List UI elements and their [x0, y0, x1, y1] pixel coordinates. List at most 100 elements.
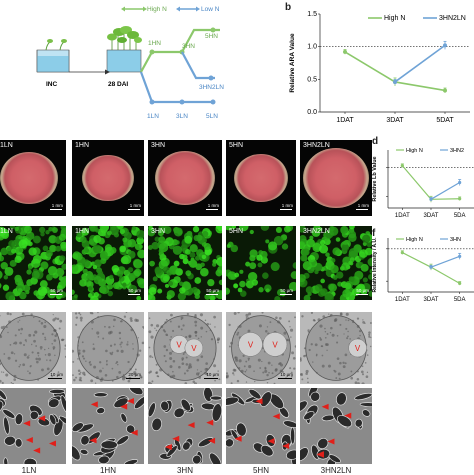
bacteroid [14, 413, 24, 426]
organelle [150, 335, 154, 339]
organelle [10, 382, 13, 384]
cell-signal [301, 249, 308, 256]
organelle [139, 375, 143, 379]
bacteroid [2, 409, 16, 419]
cell-signal [204, 248, 212, 256]
organelle [106, 359, 108, 362]
scale-text: 50 μm [50, 288, 63, 293]
organelle [159, 368, 163, 372]
x-tick-label: 5DAT [436, 117, 454, 124]
organelle [99, 378, 103, 382]
organelle [167, 373, 170, 376]
cell-signal [335, 237, 341, 242]
organelle [104, 325, 106, 328]
organelle [166, 334, 169, 337]
cell-signal [328, 283, 337, 292]
data-point [458, 180, 462, 185]
scale-bar [50, 209, 62, 210]
fluorescence-label: 3HN [151, 228, 166, 235]
organelle [141, 341, 144, 345]
organelle [0, 362, 2, 366]
organelle [347, 319, 350, 322]
organelle [290, 336, 292, 338]
scale-text: 1 mm [281, 203, 293, 208]
bacteroid [308, 388, 319, 398]
cell-signal [274, 296, 281, 300]
cell-signal [58, 233, 66, 241]
organelle [129, 325, 132, 327]
organelle [47, 347, 50, 349]
organelle [343, 333, 345, 335]
scale-bar [128, 294, 140, 295]
cell-signal [17, 288, 23, 293]
cell-signal [61, 263, 66, 270]
organelle [148, 381, 151, 384]
panel-letter-d: d [372, 136, 379, 147]
organelle [248, 365, 252, 369]
organelle [77, 336, 80, 339]
organelle [151, 380, 154, 383]
organelle [118, 331, 122, 335]
cell-signal [19, 291, 27, 300]
organelle [328, 364, 332, 368]
cell-signal [99, 226, 110, 232]
organelle [261, 360, 263, 363]
cell-signal [292, 262, 296, 269]
organelle [93, 365, 97, 369]
cell-signal [217, 265, 222, 274]
cell-signal [127, 267, 134, 273]
organelle [151, 356, 154, 358]
organelle [24, 339, 27, 342]
organelle [19, 341, 22, 345]
vacuole-label: V [272, 340, 278, 349]
cell-signal [0, 261, 8, 270]
cell-signal [184, 235, 193, 244]
organelle [293, 367, 296, 370]
cell-signal [249, 229, 254, 235]
organelle [81, 341, 84, 344]
cell-signal [329, 226, 335, 232]
cell-signal [42, 245, 49, 252]
organelle [305, 369, 309, 373]
series-line [430, 255, 460, 268]
cell-signal [8, 240, 16, 248]
organelle [78, 353, 80, 355]
y-tick-label: 0.0 [307, 109, 317, 116]
bacteroid [160, 400, 170, 412]
organelle [126, 343, 129, 346]
condition-label: 1LN [21, 466, 37, 475]
cell-signal [168, 281, 174, 287]
organelle [245, 360, 248, 363]
organelle [361, 373, 365, 376]
organelle [119, 343, 122, 346]
series-line [430, 181, 460, 200]
organelle [44, 354, 47, 356]
organelle [3, 353, 6, 355]
bacteroid [354, 392, 372, 401]
bacteroid [96, 407, 106, 415]
organelle [277, 320, 281, 324]
organelle [83, 357, 86, 360]
scale-bar [206, 209, 218, 210]
cell-signal [113, 232, 120, 238]
cell-signal [72, 253, 79, 260]
fluorescence-label: 5HN [229, 228, 244, 235]
fluorescence-label: 3HN2LN [303, 228, 330, 235]
organelle [230, 341, 233, 345]
organelle [279, 361, 282, 365]
scale-text: 10 μm [206, 372, 219, 377]
organelle [20, 327, 24, 331]
ara-chart: 0.0 0.5 1.0 1.5 1DAT 3DAT 5DAT Relative ARA Val… [289, 11, 470, 124]
organelle [247, 317, 250, 320]
organelle [232, 368, 236, 372]
organelle [317, 318, 321, 322]
organelle [22, 363, 26, 367]
cell-signal [83, 247, 90, 254]
organelle [132, 348, 134, 350]
organelle [37, 378, 40, 381]
organelle [347, 335, 349, 338]
cell-signal [359, 249, 368, 258]
organelle [14, 341, 18, 345]
nodule-label: 5HN [229, 142, 244, 149]
organelle [194, 334, 198, 337]
